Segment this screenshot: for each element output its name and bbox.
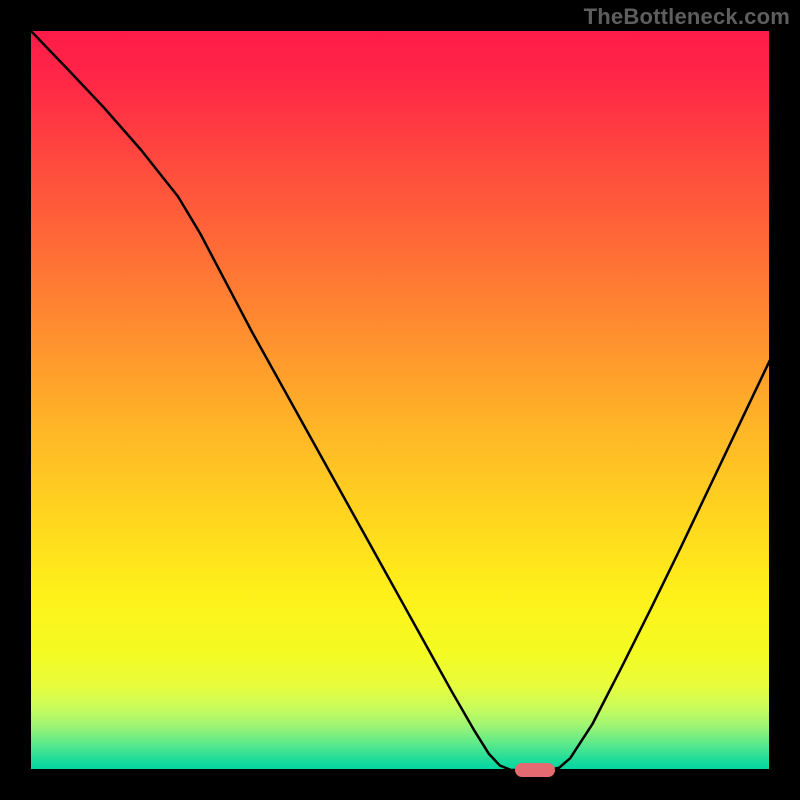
plot-background <box>30 30 770 770</box>
optimal-marker-capsule <box>515 763 555 777</box>
plot-svg <box>0 0 800 800</box>
watermark-text: TheBottleneck.com <box>584 4 790 30</box>
canvas: TheBottleneck.com <box>0 0 800 800</box>
